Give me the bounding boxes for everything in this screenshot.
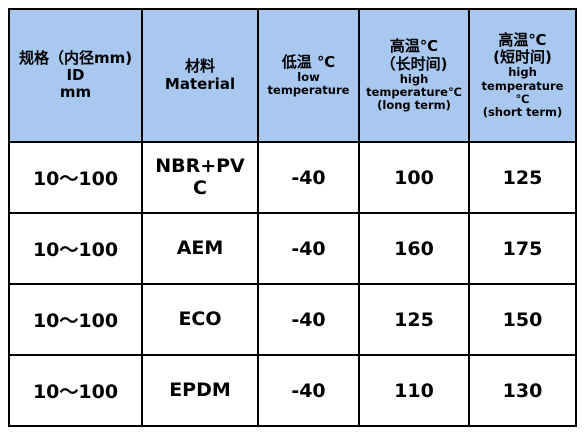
cell-high-short: 175	[468, 212, 577, 285]
cell-material: EPDM	[141, 354, 259, 427]
header-row: 规格（内径mm) ID mm 材料 Material 低温 ℃ low temp…	[8, 8, 577, 143]
header-size-zh: 规格（内径mm)	[18, 48, 133, 67]
header-size: 规格（内径mm) ID mm	[8, 8, 143, 143]
header-high-short-en-4: (short term)	[482, 104, 563, 119]
cell-material-text: ECO	[178, 308, 222, 331]
cell-high-short: 125	[468, 141, 577, 214]
cell-material: AEM	[141, 212, 259, 285]
cell-high-long: 125	[358, 283, 470, 356]
cell-material: NBR+PVC	[141, 141, 259, 214]
table-row: 10～100 EPDM -40 110 130	[8, 354, 577, 427]
header-high-long-en-2: temperature℃	[366, 85, 462, 100]
header-low-temp-en-1: low	[297, 69, 320, 84]
header-high-long-en-3: (long term)	[377, 98, 451, 113]
cell-size: 10～100	[8, 354, 143, 427]
cell-size: 10～100	[8, 283, 143, 356]
cell-high-long: 100	[358, 141, 470, 214]
cell-material-text: NBR+PVC	[155, 154, 245, 199]
header-high-short-en-2: temperature	[481, 78, 564, 93]
cell-material: ECO	[141, 283, 259, 356]
header-high-short: 高温℃ (短时间) high temperature ℃ (short term…	[468, 8, 577, 143]
cell-material-text: AEM	[176, 237, 224, 260]
header-high-short-en-3: ℃	[515, 91, 530, 106]
cell-high-long: 110	[358, 354, 470, 427]
cell-high-long: 160	[358, 212, 470, 285]
table-row: 10～100 ECO -40 125 150	[8, 283, 577, 356]
header-high-long: 高温℃ （长时间) high temperature℃ (long term)	[358, 8, 470, 143]
header-material-en: Material	[164, 74, 236, 93]
cell-low-temp: -40	[257, 354, 360, 427]
header-size-id: ID	[66, 65, 85, 84]
header-high-long-zh-1: 高温℃	[389, 37, 439, 56]
header-high-short-zh-1: 高温℃	[498, 30, 547, 49]
header-low-temp-en-2: temperature	[267, 83, 350, 98]
header-size-unit: mm	[59, 83, 92, 102]
header-high-short-zh-2: (短时间)	[493, 48, 552, 67]
spec-table: 规格（内径mm) ID mm 材料 Material 低温 ℃ low temp…	[8, 8, 577, 427]
header-high-long-en-1: high	[399, 71, 429, 86]
table-row: 10～100 NBR+PVC -40 100 125	[8, 141, 577, 214]
cell-high-short: 150	[468, 283, 577, 356]
cell-low-temp: -40	[257, 141, 360, 214]
cell-low-temp: -40	[257, 212, 360, 285]
header-material: 材料 Material	[141, 8, 259, 143]
header-material-zh: 材料	[184, 57, 215, 76]
header-low-temp-zh: 低温 ℃	[281, 52, 336, 71]
cell-size: 10～100	[8, 141, 143, 214]
cell-material-text: EPDM	[169, 379, 231, 402]
cell-size: 10～100	[8, 212, 143, 285]
header-low-temp: 低温 ℃ low temperature	[257, 8, 360, 143]
table-row: 10～100 AEM -40 160 175	[8, 212, 577, 285]
cell-low-temp: -40	[257, 283, 360, 356]
cell-high-short: 130	[468, 354, 577, 427]
header-high-long-zh-2: （长时间)	[380, 54, 448, 73]
header-high-short-en-1: high	[508, 65, 537, 80]
